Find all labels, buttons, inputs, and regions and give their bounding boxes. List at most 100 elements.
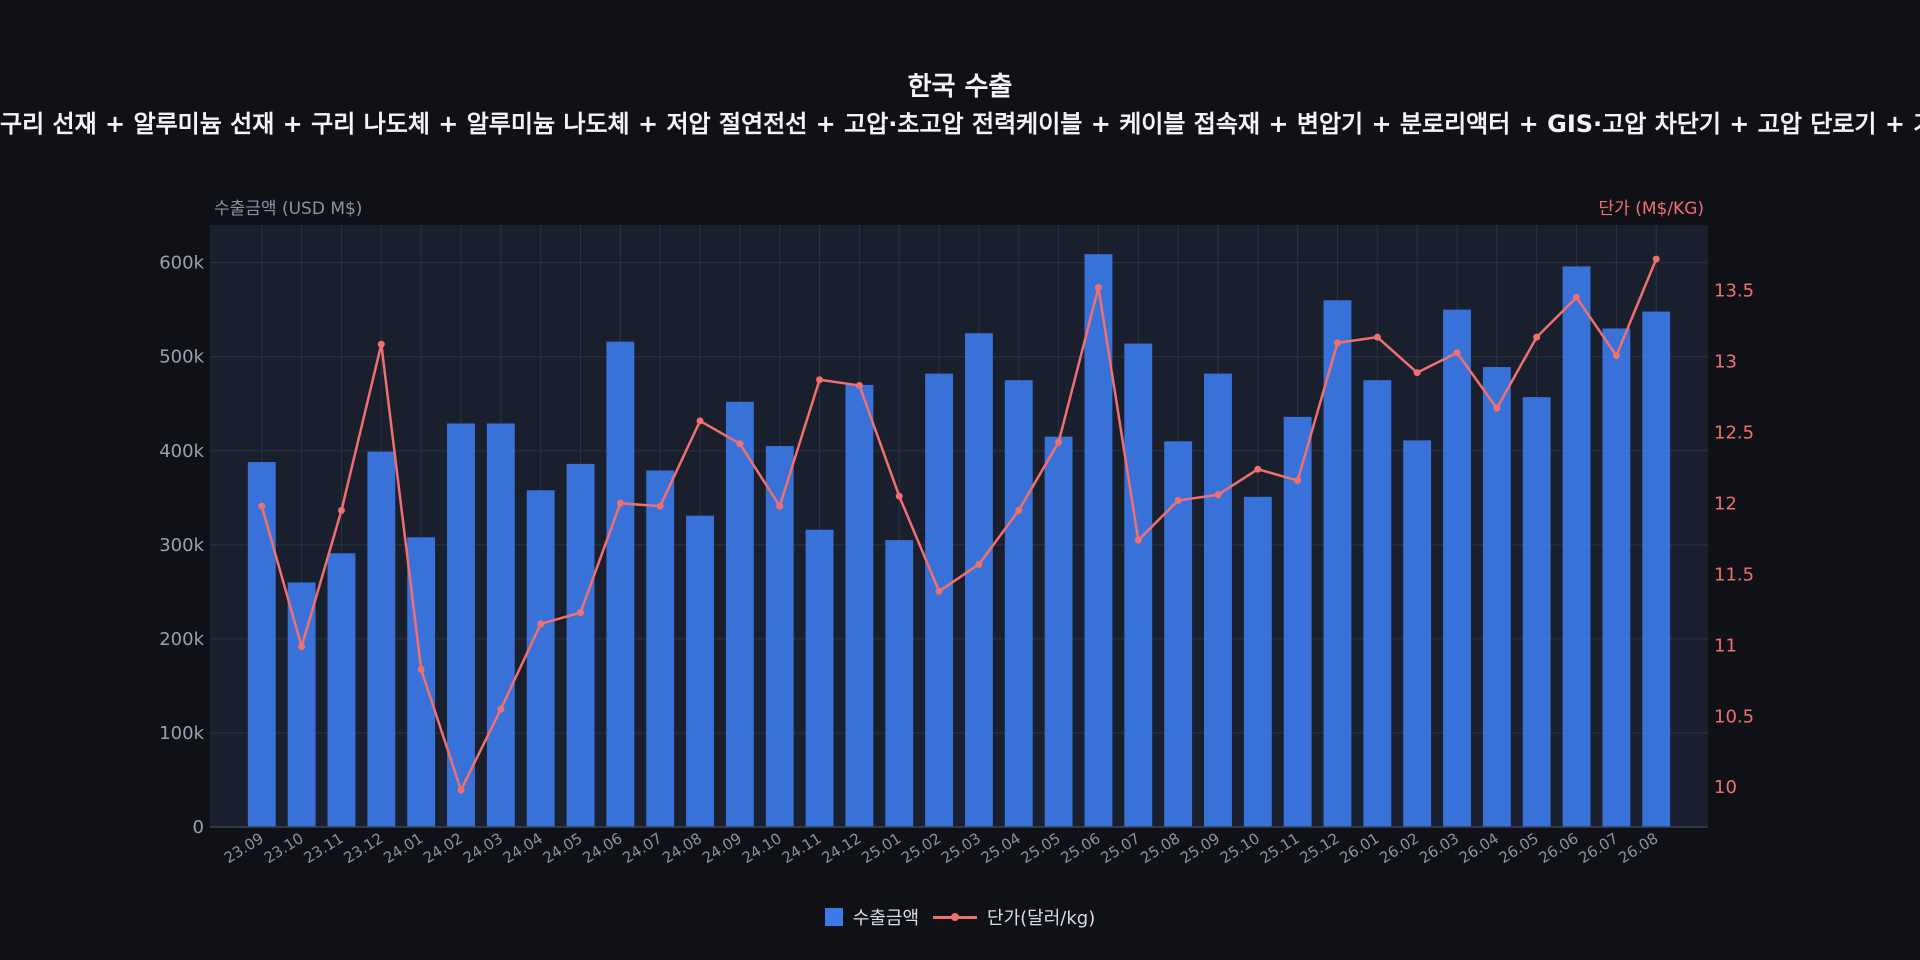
x-tick-label: 24.05	[540, 829, 586, 867]
bar[interactable]	[1004, 380, 1033, 827]
line-point[interactable]	[1015, 506, 1023, 514]
right-tick-label: 13	[1714, 351, 1737, 372]
bar[interactable]	[606, 341, 635, 827]
line-point[interactable]	[457, 786, 465, 794]
line-point[interactable]	[776, 502, 784, 510]
line-point[interactable]	[1573, 293, 1581, 301]
x-tick-label: 23.09	[221, 829, 267, 867]
line-point[interactable]	[497, 705, 505, 713]
bar[interactable]	[1243, 496, 1272, 827]
bar[interactable]	[845, 384, 874, 827]
bar-series	[247, 254, 1671, 828]
bar[interactable]	[447, 423, 475, 827]
line-point[interactable]	[1254, 465, 1262, 473]
line-point[interactable]	[1333, 339, 1341, 347]
bar[interactable]	[1642, 311, 1671, 828]
bar[interactable]	[1602, 328, 1631, 827]
line-point[interactable]	[298, 643, 306, 651]
x-tick-label: 23.11	[301, 829, 347, 867]
bar[interactable]	[1522, 397, 1551, 827]
line-point[interactable]	[1413, 369, 1421, 377]
bar[interactable]	[686, 515, 714, 827]
line-path	[260, 258, 1658, 792]
x-tick-label: 24.12	[819, 829, 865, 867]
line-point[interactable]	[736, 440, 744, 448]
legend-item-bar[interactable]: 수출금액	[824, 904, 919, 930]
line-point[interactable]	[577, 609, 585, 617]
bar[interactable]	[646, 470, 675, 827]
x-tick-label: 24.09	[699, 829, 745, 867]
bar[interactable]	[526, 490, 555, 827]
line-point[interactable]	[616, 499, 624, 507]
bar[interactable]	[367, 451, 396, 827]
bar[interactable]	[1482, 367, 1511, 827]
bar[interactable]	[1124, 343, 1153, 827]
legend-label-line: 단가(달러/kg)	[987, 908, 1096, 929]
bar[interactable]	[1044, 436, 1073, 827]
x-tick-label: 24.03	[460, 829, 506, 867]
right-tick-label: 11.5	[1714, 564, 1754, 585]
bar[interactable]	[247, 462, 276, 827]
x-tick-label: 25.07	[1097, 829, 1143, 867]
legend-item-line[interactable]: 단가(달러/kg)	[933, 904, 1095, 930]
right-tick-label: 10	[1714, 777, 1737, 798]
line-point[interactable]	[1174, 496, 1182, 504]
line-point[interactable]	[337, 506, 345, 514]
line-point[interactable]	[816, 376, 824, 384]
x-tick-label: 26.05	[1496, 829, 1542, 867]
right-tick-label: 13.5	[1714, 280, 1754, 301]
x-tick-label: 24.02	[420, 829, 466, 867]
bar[interactable]	[964, 333, 993, 827]
left-axis: 0 100k 200k 300k 400k 500k 600k	[159, 253, 204, 838]
bar[interactable]	[1562, 266, 1591, 827]
line-point[interactable]	[696, 417, 704, 425]
line-point[interactable]	[656, 502, 664, 510]
x-tick-label: 25.12	[1297, 829, 1343, 867]
bar[interactable]	[566, 463, 595, 827]
right-tick-label: 11	[1714, 635, 1737, 656]
line-point[interactable]	[1453, 349, 1461, 357]
line-point[interactable]	[1134, 536, 1142, 544]
bar[interactable]	[1323, 300, 1352, 827]
line-point[interactable]	[377, 340, 385, 348]
legend: 수출금액 단가(달러/kg)	[0, 904, 1920, 930]
bar[interactable]	[1283, 416, 1312, 827]
line-point[interactable]	[417, 665, 425, 673]
bar[interactable]	[327, 553, 356, 827]
line-point[interactable]	[855, 381, 863, 389]
line-point[interactable]	[1055, 438, 1063, 446]
bar[interactable]	[725, 401, 754, 827]
bar[interactable]	[1443, 309, 1471, 827]
line-point[interactable]	[935, 587, 943, 595]
bar[interactable]	[1084, 254, 1113, 828]
bar[interactable]	[1204, 373, 1232, 827]
bar[interactable]	[925, 373, 954, 827]
bar[interactable]	[1403, 440, 1432, 827]
x-tick-label: 25.11	[1257, 829, 1303, 867]
left-tick-label: 400k	[159, 441, 204, 462]
line-point[interactable]	[1373, 333, 1381, 341]
bar[interactable]	[805, 529, 834, 827]
x-tick-label: 24.11	[779, 829, 825, 867]
line-point[interactable]	[1533, 333, 1541, 341]
line-point[interactable]	[537, 620, 545, 628]
line-point[interactable]	[1612, 352, 1620, 360]
x-tick-label: 24.06	[580, 829, 626, 867]
line-point[interactable]	[975, 560, 983, 568]
line-point[interactable]	[1094, 283, 1102, 291]
line-point[interactable]	[895, 492, 903, 500]
x-tick-label: 26.08	[1615, 829, 1661, 867]
line-point[interactable]	[258, 502, 266, 510]
line-point[interactable]	[1652, 255, 1660, 263]
left-tick-label: 300k	[159, 535, 204, 556]
bar[interactable]	[287, 582, 316, 827]
line-point[interactable]	[1294, 477, 1302, 485]
x-tick-label: 25.06	[1058, 829, 1104, 867]
bar[interactable]	[1164, 441, 1193, 827]
line-point[interactable]	[1214, 491, 1222, 499]
bar[interactable]	[1363, 380, 1392, 827]
line-point[interactable]	[1493, 404, 1501, 412]
bar[interactable]	[486, 423, 515, 827]
right-axis-label: 단가 (M$/KG)	[1599, 199, 1704, 219]
bar[interactable]	[885, 540, 914, 827]
